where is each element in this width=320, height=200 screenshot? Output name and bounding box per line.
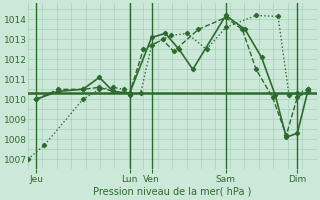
X-axis label: Pression niveau de la mer( hPa ): Pression niveau de la mer( hPa ) [93, 187, 252, 197]
